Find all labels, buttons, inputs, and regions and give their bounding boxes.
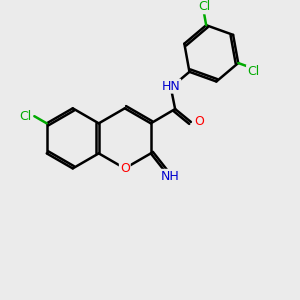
Text: Cl: Cl: [20, 110, 32, 123]
Text: NH: NH: [160, 170, 179, 183]
Text: Cl: Cl: [198, 0, 210, 13]
Text: Cl: Cl: [247, 65, 259, 78]
Text: HN: HN: [161, 80, 180, 93]
Text: O: O: [120, 162, 130, 175]
Text: O: O: [194, 116, 204, 128]
